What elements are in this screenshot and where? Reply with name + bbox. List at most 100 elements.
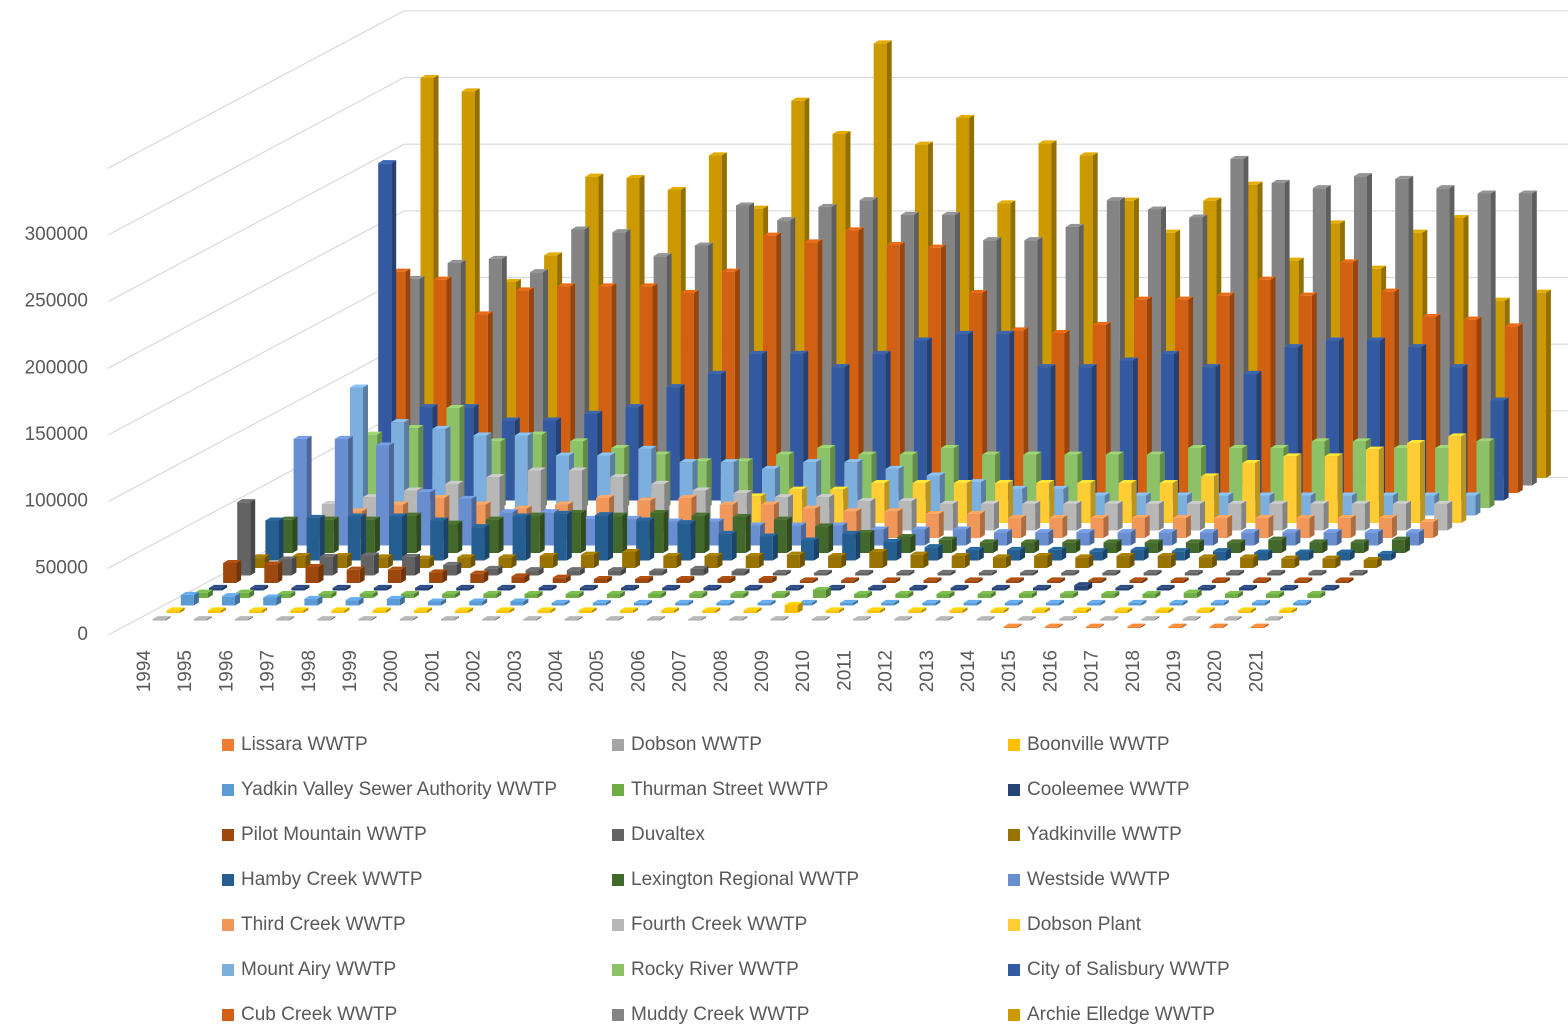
bar-top: [1409, 229, 1428, 233]
bar-side: [317, 595, 323, 606]
bar-top: [963, 599, 982, 603]
bar-side: [391, 160, 397, 501]
bar-front: [812, 590, 826, 598]
bar-top: [556, 452, 574, 456]
bar-side: [1073, 591, 1079, 598]
bar-top: [736, 202, 754, 206]
bar: [689, 591, 708, 598]
bar-top: [1322, 555, 1341, 559]
bar-top: [1434, 500, 1453, 504]
bar-top: [598, 283, 617, 287]
bar-side: [938, 511, 944, 538]
bar-side: [1307, 577, 1313, 583]
bar: [1349, 569, 1368, 576]
bar-top: [333, 553, 352, 556]
bar: [1226, 569, 1244, 576]
bar-front: [399, 619, 413, 621]
bar: [1046, 599, 1064, 606]
bar-side: [1059, 599, 1064, 606]
bar-side: [1140, 623, 1146, 628]
bar-side: [1170, 553, 1176, 568]
bar-top: [346, 566, 365, 570]
bar-front: [470, 573, 484, 583]
bar-top: [1145, 500, 1164, 504]
bar: [895, 591, 914, 598]
bar-side: [784, 591, 790, 598]
bar-front: [841, 580, 855, 583]
bar-front: [428, 601, 441, 606]
bar-top: [949, 607, 968, 611]
bar-front: [1129, 580, 1143, 583]
bar-top: [721, 268, 740, 272]
bar: [647, 616, 665, 621]
legend-label: City of Salisbury WWTP: [1027, 959, 1230, 980]
bar-side: [468, 607, 474, 613]
bar-front: [635, 579, 649, 583]
bar-top: [293, 435, 312, 439]
bar-side: [1156, 569, 1162, 576]
bar-side: [412, 616, 418, 621]
bar-front: [514, 435, 528, 516]
bar-top: [922, 599, 941, 603]
bar-side: [770, 599, 776, 606]
bar-top: [844, 459, 863, 463]
bar-front: [250, 587, 264, 591]
legend-swatch: [612, 919, 624, 931]
x-tick-label: 2007: [670, 650, 691, 692]
bar-front: [1127, 626, 1141, 628]
bar-side: [1174, 350, 1179, 501]
bar-top: [514, 432, 533, 436]
bar: [1254, 549, 1273, 561]
bar-top: [1078, 364, 1097, 368]
bar-top: [152, 616, 171, 620]
bar-top: [729, 616, 748, 620]
bar-side: [402, 513, 407, 561]
bar-top: [1048, 546, 1067, 550]
bar-top: [995, 480, 1014, 483]
bar-side: [1241, 500, 1247, 531]
bar-side: [689, 576, 695, 583]
bar-front: [608, 570, 621, 576]
bar-side: [550, 607, 556, 613]
bar-front: [511, 576, 525, 583]
bar-side: [895, 577, 901, 583]
bar-front: [1003, 626, 1017, 628]
bar-front: [1377, 553, 1391, 561]
bar-top: [927, 244, 946, 248]
bar-side: [853, 599, 858, 606]
legend-swatch: [1008, 964, 1020, 976]
bar-front: [619, 610, 633, 613]
bar-top: [977, 591, 996, 594]
legend-entry: Cooleemee WWTP: [1008, 779, 1190, 800]
bar-front: [1240, 557, 1254, 568]
bar-top: [925, 511, 944, 514]
bar: [1018, 591, 1037, 598]
bar: [950, 584, 969, 591]
bar-top: [1282, 529, 1301, 533]
bar-front: [400, 594, 414, 598]
bar-top: [935, 616, 954, 620]
bar: [595, 512, 613, 561]
bar-top: [237, 499, 256, 503]
bar-top: [732, 514, 751, 517]
bar-side: [1214, 473, 1220, 523]
bar-front: [1171, 551, 1185, 561]
bar-front: [386, 598, 400, 606]
bar-side: [319, 514, 325, 561]
bar-side: [824, 616, 830, 621]
bar-top: [895, 591, 914, 594]
bar-top: [166, 607, 185, 611]
bar-side: [1254, 529, 1260, 546]
bar-top: [626, 175, 645, 178]
bar-top: [1476, 438, 1495, 442]
bar-top: [983, 237, 1002, 241]
bar-top: [1156, 584, 1175, 588]
legend-swatch: [222, 829, 234, 841]
legend-swatch: [222, 739, 234, 751]
legend-entry: Third Creek WWTP: [222, 914, 406, 935]
bar-side: [1213, 529, 1218, 546]
bar: [688, 616, 707, 621]
bar-side: [1035, 500, 1041, 531]
bar-top: [569, 467, 587, 471]
bar-front: [553, 513, 567, 561]
